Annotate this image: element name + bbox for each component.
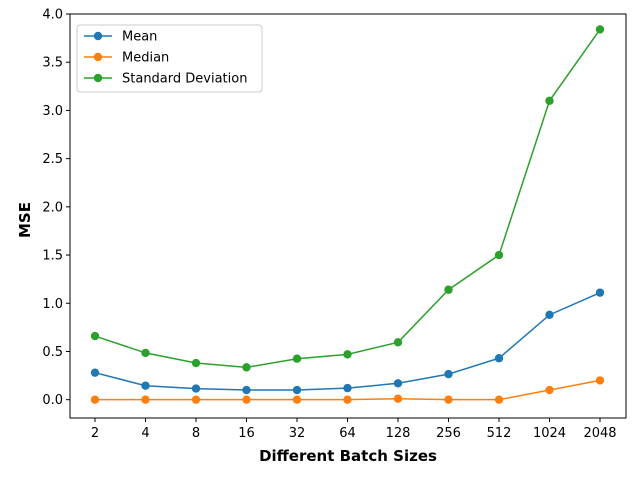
x-tick-label: 16 bbox=[238, 426, 255, 441]
data-point-median bbox=[90, 395, 100, 404]
data-point-standard-deviation bbox=[242, 363, 251, 372]
series-layer bbox=[90, 25, 605, 404]
data-point-mean bbox=[393, 379, 403, 388]
x-tick-label: 512 bbox=[487, 426, 512, 441]
legend-marker-mean bbox=[93, 31, 103, 41]
x-tick-label: 64 bbox=[339, 426, 356, 441]
y-tick-label: 1.0 bbox=[42, 297, 63, 312]
data-point-standard-deviation bbox=[191, 358, 201, 368]
data-point-standard-deviation bbox=[494, 250, 504, 260]
y-tick-label: 2.0 bbox=[42, 200, 63, 215]
x-tick-label: 2048 bbox=[583, 426, 616, 441]
data-point-median bbox=[292, 395, 302, 404]
y-tick-label: 0.5 bbox=[42, 345, 63, 360]
y-tick-label: 1.5 bbox=[42, 249, 63, 264]
y-tick-label: 4.0 bbox=[42, 8, 63, 23]
legend-marker-median bbox=[93, 52, 103, 62]
data-point-standard-deviation bbox=[393, 338, 403, 347]
data-point-standard-deviation bbox=[343, 350, 352, 359]
y-tick-label: 3.5 bbox=[42, 56, 63, 71]
data-point-mean bbox=[595, 288, 605, 297]
data-point-mean bbox=[545, 310, 554, 320]
y-tick-label: 2.5 bbox=[42, 152, 63, 167]
x-tick-label: 128 bbox=[386, 426, 411, 441]
data-point-median bbox=[191, 395, 201, 404]
legend-label-median: Median bbox=[122, 51, 169, 66]
data-point-mean bbox=[494, 354, 504, 363]
y-tick-label: 3.0 bbox=[42, 104, 63, 119]
data-point-median bbox=[393, 394, 403, 403]
x-tick-label: 8 bbox=[192, 426, 200, 441]
data-point-median bbox=[141, 395, 150, 404]
data-point-standard-deviation bbox=[90, 331, 100, 341]
data-point-standard-deviation bbox=[444, 285, 453, 294]
data-point-mean bbox=[444, 369, 453, 379]
data-point-standard-deviation bbox=[545, 96, 554, 105]
data-point-median bbox=[545, 385, 554, 395]
legend-marker-standard-deviation bbox=[93, 73, 103, 83]
data-point-mean bbox=[90, 368, 100, 377]
data-point-median bbox=[242, 395, 251, 404]
y-axis-title: MSE bbox=[16, 202, 34, 238]
data-point-mean bbox=[141, 381, 150, 390]
x-tick-label: 1024 bbox=[533, 426, 566, 441]
y-axis-ticks: 0.0 0.5 1.0 1.5 2.0 2.5 3.0 3.5 4.0 bbox=[42, 8, 70, 408]
legend: Mean Median Standard Deviation bbox=[76, 24, 263, 93]
data-point-mean bbox=[292, 385, 302, 395]
data-point-median bbox=[343, 395, 352, 404]
x-tick-label: 256 bbox=[436, 426, 461, 441]
y-tick-label: 0.0 bbox=[42, 393, 63, 408]
data-point-standard-deviation bbox=[292, 354, 302, 363]
data-point-mean bbox=[191, 384, 201, 393]
legend-label-standard-deviation: Standard Deviation bbox=[122, 72, 247, 87]
data-point-standard-deviation bbox=[595, 25, 605, 34]
data-point-mean bbox=[343, 383, 352, 393]
x-tick-label: 2 bbox=[91, 426, 99, 441]
x-tick-label: 32 bbox=[289, 426, 306, 441]
data-point-median bbox=[444, 395, 453, 404]
x-axis-ticks: 2 4 8 16 32 64 128 256 512 1024 2048 bbox=[91, 418, 617, 441]
data-point-mean bbox=[242, 385, 251, 395]
x-axis-title: Different Batch Sizes bbox=[259, 447, 437, 465]
legend-label-mean: Mean bbox=[122, 30, 157, 45]
data-point-median bbox=[595, 376, 605, 385]
data-point-median bbox=[494, 395, 504, 404]
x-tick-label: 4 bbox=[141, 426, 149, 441]
data-point-standard-deviation bbox=[141, 348, 150, 358]
legend-box bbox=[76, 24, 263, 93]
